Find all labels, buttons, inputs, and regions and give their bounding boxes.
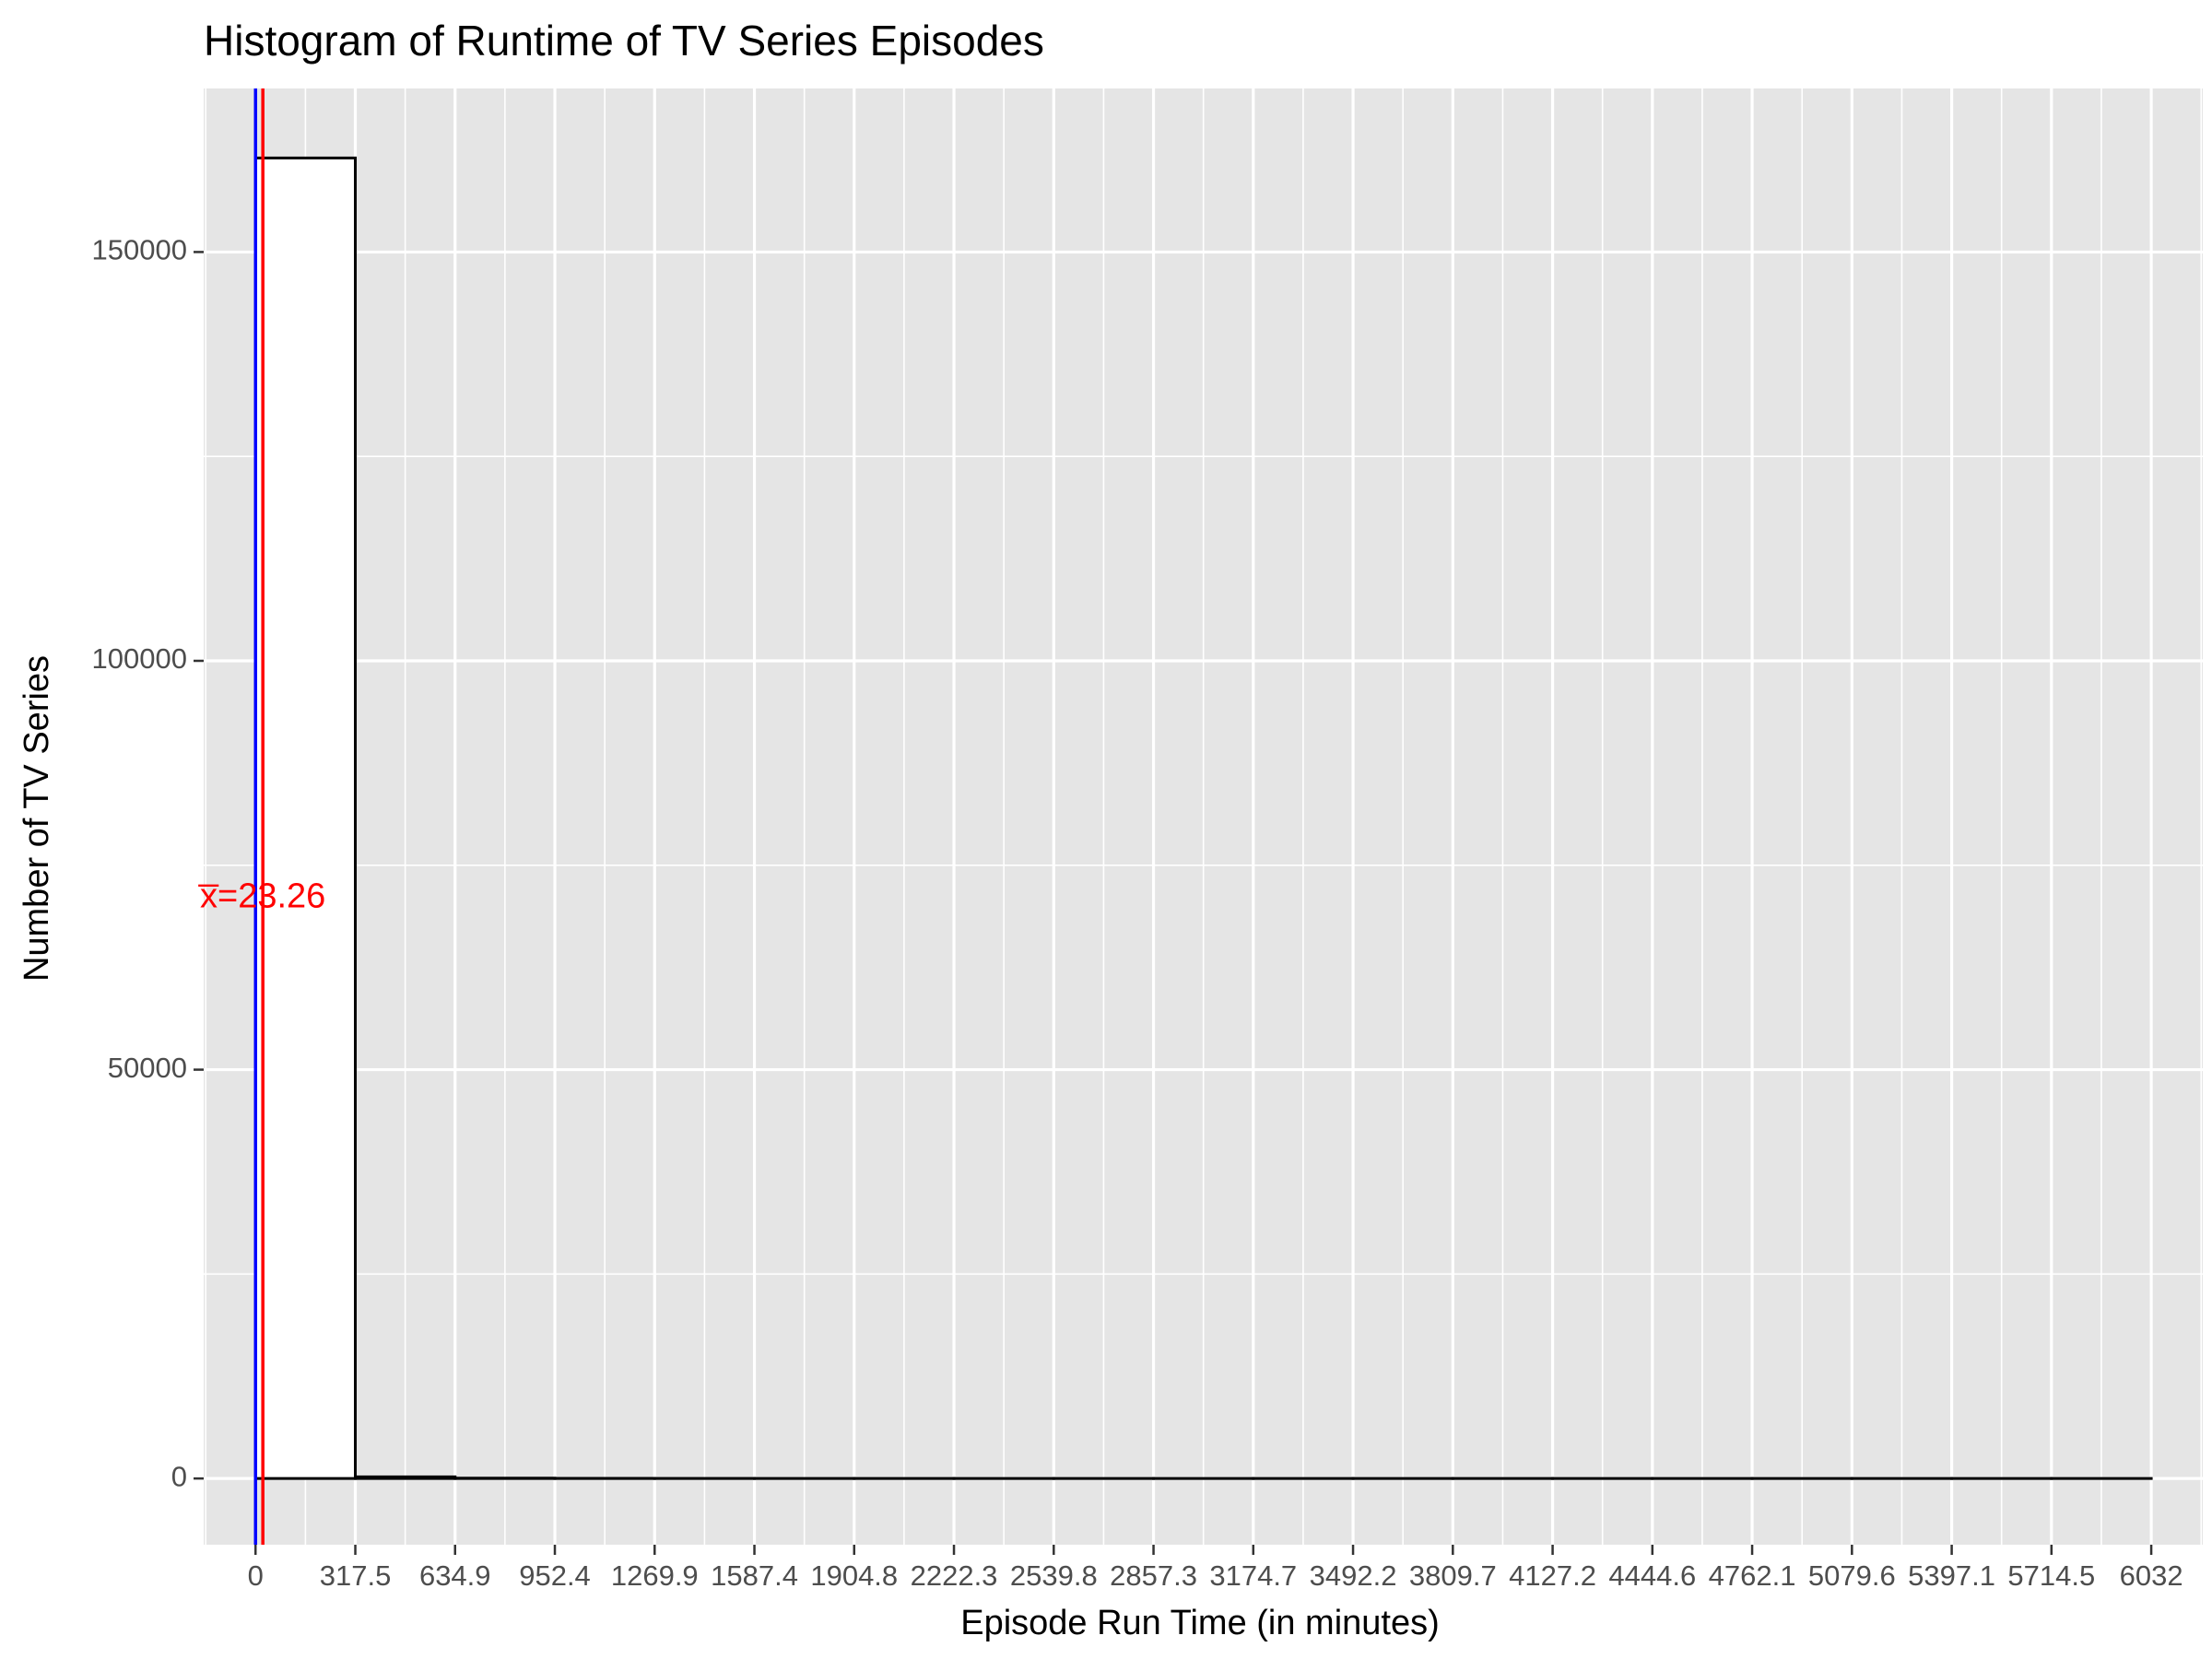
x-tick-label: 634.9 (419, 1559, 491, 1592)
reference-lines (253, 88, 265, 1545)
y-axis-ticks: 0 50000 100000 150000 (92, 234, 204, 1492)
x-tick-label: 4127.2 (1509, 1559, 1596, 1592)
x-tick-label: 6032 (2120, 1559, 2183, 1592)
x-tick-label: 5079.6 (1808, 1559, 1896, 1592)
x-tick-label: 2222.3 (911, 1559, 998, 1592)
x-axis-title: Episode Run Time (in minutes) (960, 1604, 1440, 1642)
y-tick-label: 0 (171, 1460, 187, 1492)
x-tick-label: 1904.8 (810, 1559, 898, 1592)
x-tick-label: 4444.6 (1608, 1559, 1696, 1592)
x-tick-label: 4762.1 (1709, 1559, 1796, 1592)
x-tick-label: 2539.8 (1010, 1559, 1098, 1592)
x-tick-label: 317.5 (320, 1559, 392, 1592)
x-tick-label: 5714.5 (2007, 1559, 2095, 1592)
x-tick-label: 3492.2 (1310, 1559, 1397, 1592)
y-tick-label: 150000 (92, 234, 187, 266)
y-axis-title: Number of TV Series (18, 655, 56, 982)
x-tick-label: 3174.7 (1209, 1559, 1297, 1592)
x-tick-label: 5397.1 (1908, 1559, 1995, 1592)
x-tick-label: 1587.4 (711, 1559, 798, 1592)
x-tick-label: 952.4 (519, 1559, 591, 1592)
histogram-bar (253, 156, 358, 1480)
y-tick-label: 50000 (108, 1052, 187, 1084)
mean-annotation: x̅=23.26 (197, 877, 325, 915)
histogram-bars (253, 156, 2153, 1480)
x-tick-label: 2857.3 (1110, 1559, 1197, 1592)
x-axis-ticks: 0 317.5 634.9 952.4 1269.9 1587.4 1904.8 2222.3… (248, 1545, 2183, 1592)
x-tick-label: 0 (248, 1559, 264, 1592)
y-tick-label: 100000 (92, 642, 187, 675)
chart-title: Histogram of Runtime of TV Series Episod… (204, 17, 1044, 65)
histogram-bar (354, 1475, 457, 1480)
x-tick-label: 3809.7 (1409, 1559, 1497, 1592)
x-tick-label: 1269.9 (611, 1559, 699, 1592)
minor-gridlines (204, 88, 2203, 1545)
